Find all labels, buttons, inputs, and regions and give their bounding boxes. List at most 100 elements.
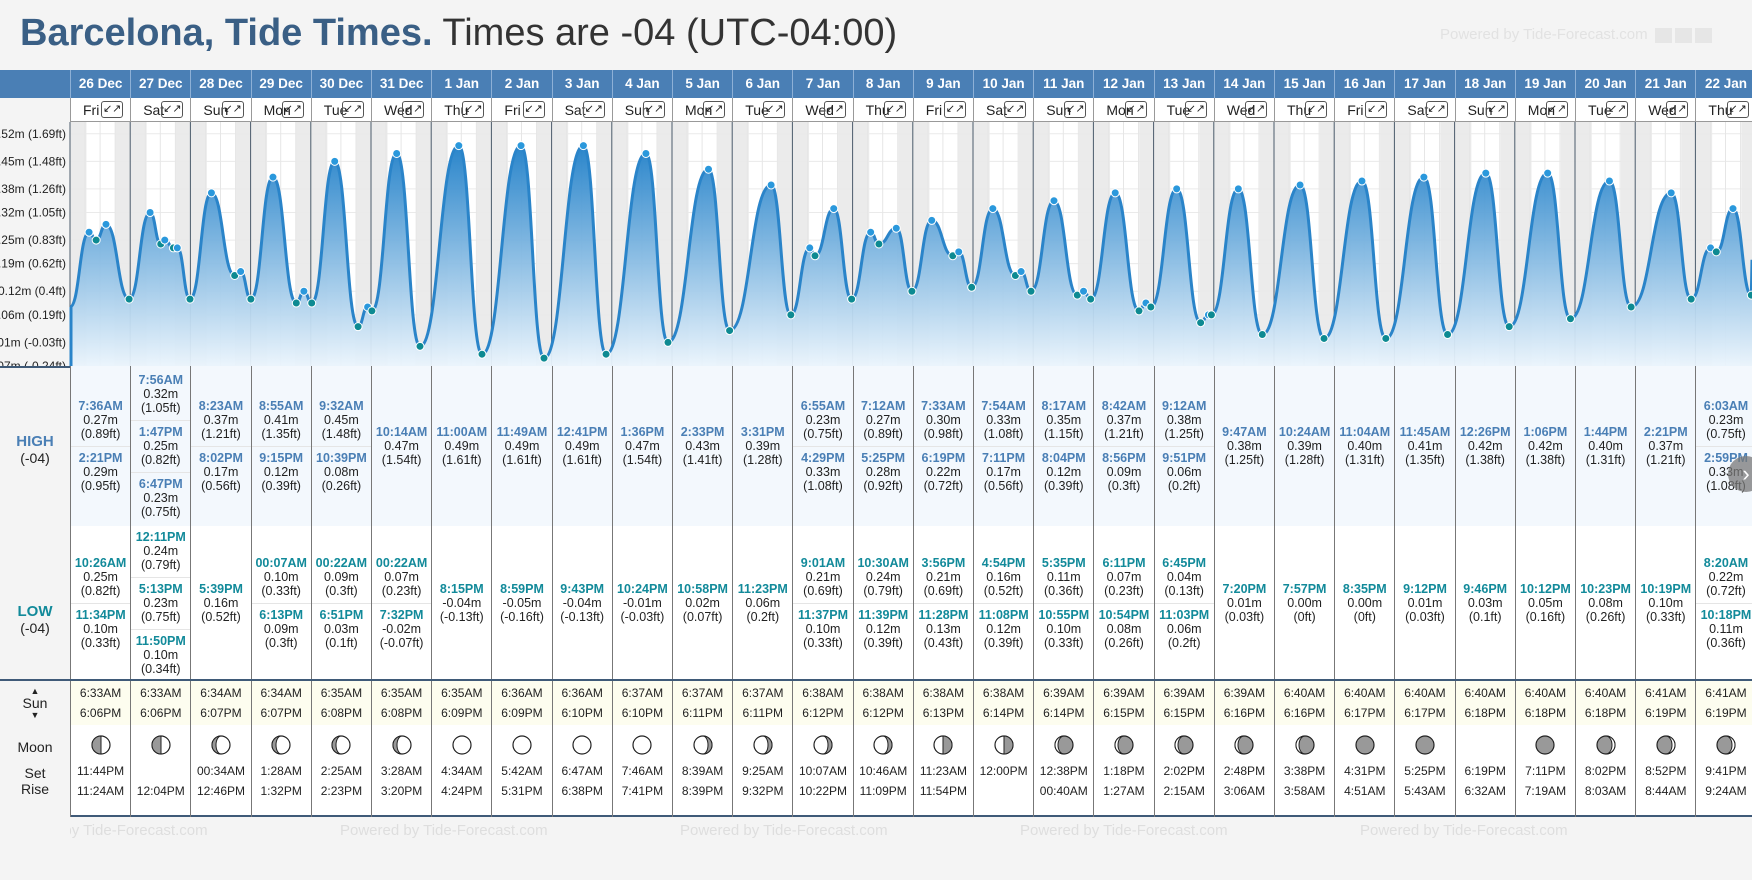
expand-day-icon[interactable]: ↙↗	[1064, 101, 1087, 118]
expand-day-icon[interactable]: ↙↗	[823, 101, 846, 118]
expand-day-icon[interactable]: ↙↗	[1184, 101, 1207, 118]
footer-powered-by: Powered by Tide-Forecast.com	[340, 822, 548, 839]
expand-day-icon[interactable]: ↙↗	[642, 101, 665, 118]
low-tide-height-m: 0.06m	[1166, 622, 1202, 636]
high-tide-height-ft: (0.75ft)	[1706, 427, 1746, 441]
low-tide-height-m: 0.02m	[685, 596, 720, 610]
moonrise-time: 11:54PM	[919, 784, 967, 798]
low-tide-height-m: 0.00m	[1347, 596, 1383, 610]
date-header-cell: 18 Jan	[1454, 70, 1515, 98]
moonrise-time: 5:31PM	[501, 784, 543, 798]
high-tide-point	[101, 219, 111, 229]
expand-day-icon[interactable]: ↙↗	[462, 101, 485, 118]
low-tide-entry: 4:54PM 0.16m (0.52ft)	[974, 555, 1033, 599]
high-tide-height-ft: (0.98ft)	[923, 427, 964, 441]
low-tide-time: 8:59PM	[500, 582, 544, 596]
high-tide-column: 6:03AM 0.23m (0.75ft) 2:59PM 0.33m (1.08ft)	[1695, 366, 1752, 526]
moon-info: 8:52PM 8:44AM	[1635, 725, 1695, 817]
low-tide-height-ft: (0.75ft)	[140, 610, 181, 624]
low-tide-entry: 11:28PM 0.13m (0.43ft)	[913, 603, 973, 651]
moon-info: 12:38PM 00:40AM	[1033, 725, 1093, 817]
next-page-button[interactable]: ›	[1728, 456, 1752, 492]
high-tide-height-ft: (0.72ft)	[923, 479, 964, 493]
expand-day-icon[interactable]: ↙↗	[1726, 101, 1749, 118]
low-tide-height-ft: (0ft)	[1293, 610, 1316, 624]
high-tide-time: 8:02PM	[199, 451, 243, 465]
night-shading	[597, 122, 612, 366]
high-tide-height-ft: (0.26ft)	[321, 479, 362, 493]
expand-day-icon[interactable]: ↙↗	[1365, 101, 1388, 118]
expand-day-icon[interactable]: ↙↗	[1305, 101, 1328, 118]
expand-day-icon[interactable]: ↙↗	[1244, 101, 1267, 118]
sunrise-time: 6:41AM	[1705, 686, 1747, 700]
low-tide-height-ft: (0.79ft)	[863, 584, 903, 598]
low-tide-point	[1086, 294, 1096, 304]
moonset-time: 3:28AM	[380, 764, 423, 778]
sunrise-time: 6:38AM	[862, 686, 904, 700]
high-tide-entry: 1:06PM 0.42m (1.38ft)	[1516, 424, 1575, 468]
high-tide-height-ft: (1.08ft)	[803, 479, 843, 493]
expand-day-icon[interactable]: ↙↗	[1666, 101, 1689, 118]
tide-chart: .52m (1.69ft) .45m (1.48ft) .38m (1.26ft).…	[0, 122, 1752, 384]
expand-day-icon[interactable]: ↙↗	[1425, 101, 1448, 118]
high-tide-height-ft: (0.39ft)	[261, 479, 301, 493]
low-tide-height-m: 0.24m	[865, 570, 901, 584]
low-tide-time: 7:57PM	[1282, 582, 1327, 596]
expand-day-icon[interactable]: ↙↗	[883, 101, 906, 118]
moonrise-time: 2:15AM	[1163, 784, 1205, 798]
sun-times: 6:39AM 6:16PM	[1213, 681, 1274, 725]
low-tide-column: 8:35PM 0.00m (0ft)	[1334, 526, 1394, 680]
high-tide-time: 10:24AM	[1278, 425, 1331, 439]
low-tide-height-m: 0.09m	[324, 570, 359, 584]
expand-day-icon[interactable]: ↙↗	[402, 101, 425, 118]
expand-day-icon[interactable]: ↙↗	[1485, 101, 1508, 118]
expand-day-icon[interactable]: ↙↗	[582, 101, 605, 118]
sunset-time: 6:19PM	[1705, 706, 1747, 720]
sunrise-time: 6:37AM	[621, 686, 664, 700]
high-tide-entry: 11:49AM 0.49m (1.61ft)	[492, 424, 551, 468]
moonrise-time: 2:23PM	[320, 784, 363, 798]
tide-area	[70, 145, 1752, 366]
sunrise-time: 6:34AM	[260, 686, 302, 700]
expand-day-icon[interactable]: ↙↗	[1124, 101, 1147, 118]
high-tide-entry: 6:47PM 0.23m (0.75ft)	[131, 472, 191, 520]
powered-by-link[interactable]: Powered by Tide-Forecast.com	[1440, 26, 1712, 43]
expand-day-icon[interactable]: ↙↗	[763, 101, 786, 118]
moon-info: 1:28AM 1:32PM	[250, 725, 311, 817]
high-tide-point	[578, 141, 588, 151]
expand-day-icon[interactable]: ↙↗	[341, 101, 364, 118]
high-tide-height-m: 0.37m	[1106, 413, 1142, 427]
expand-day-icon[interactable]: ↙↗	[703, 101, 726, 118]
expand-day-icon[interactable]: ↙↗	[522, 101, 545, 118]
expand-day-icon[interactable]: ↙↗	[161, 101, 184, 118]
expand-day-icon[interactable]: ↙↗	[1545, 101, 1568, 118]
high-tide-point	[641, 148, 651, 158]
moon-phase-full-icon	[632, 735, 652, 755]
weekday-cell: Sat ↙↗	[130, 98, 191, 122]
moon-info: 10:46AM 11:09PM	[852, 725, 913, 817]
high-tide-entry: 9:12AM 0.38m (1.25ft)	[1155, 398, 1214, 442]
high-tide-height-ft: (0.95ft)	[80, 479, 121, 493]
moonrise-time: 8:03AM	[1584, 784, 1627, 798]
low-tide-time: 00:22AM	[375, 556, 428, 570]
low-tide-height-m: 0.08m	[1106, 622, 1142, 636]
high-tide-column: 11:45AM 0.41m (1.35ft)	[1394, 366, 1454, 526]
low-tide-column: 6:11PM 0.07m (0.23ft) 10:54PM 0.08m (0.26ft)	[1093, 526, 1154, 680]
expand-day-icon[interactable]: ↙↗	[943, 101, 966, 118]
low-tide-entry: 10:58PM 0.02m (0.07ft)	[673, 581, 732, 625]
moonset-time: 7:46AM	[621, 764, 664, 778]
expand-day-icon[interactable]: ↙↗	[281, 101, 304, 118]
expand-day-icon[interactable]: ↙↗	[1004, 101, 1027, 118]
expand-day-icon[interactable]: ↙↗	[101, 101, 124, 118]
high-tide-time: 6:47PM	[138, 477, 183, 491]
expand-day-icon[interactable]: ↙↗	[1606, 101, 1629, 118]
sunrise-time: 6:35AM	[441, 686, 483, 700]
high-tide-time: 9:12AM	[1161, 399, 1207, 413]
expand-day-icon[interactable]: ↙↗	[221, 101, 244, 118]
moon-info: 12:00PM	[973, 725, 1033, 817]
low-tide-entry: 3:56PM 0.21m (0.69ft)	[914, 555, 973, 599]
moon-info: 5:25PM 5:43AM	[1394, 725, 1454, 817]
high-tide-time: 6:03AM	[1703, 399, 1749, 413]
date-header-cell: 7 Jan	[792, 70, 852, 98]
high-tide-column: 11:04AM 0.40m (1.31ft)	[1334, 366, 1394, 526]
